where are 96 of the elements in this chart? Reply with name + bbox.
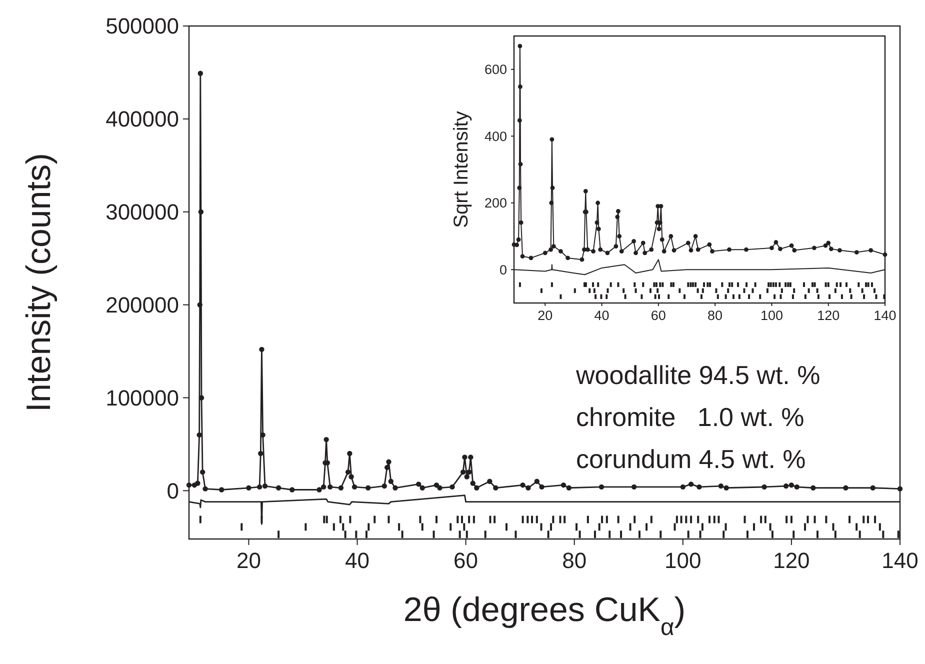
bar [774, 294, 776, 299]
bar [550, 282, 553, 287]
bar [694, 282, 697, 287]
bar [715, 288, 718, 293]
bar [683, 294, 686, 299]
bar [828, 294, 830, 299]
bar [690, 282, 692, 287]
bar [812, 282, 814, 287]
bar [743, 288, 746, 293]
bar [738, 294, 740, 299]
bar [642, 282, 644, 287]
bar [659, 282, 662, 287]
bar [721, 282, 724, 287]
annotation: woodallite 94.5 wt. % [575, 360, 820, 390]
bar [724, 294, 727, 299]
bar [574, 288, 576, 293]
bar [692, 282, 694, 287]
x-tick-label: 40 [594, 308, 610, 324]
bar [518, 282, 521, 287]
bar [672, 282, 674, 287]
bar [840, 294, 843, 299]
x-tick-label: 100 [664, 548, 702, 574]
y-tick-label: 0 [166, 478, 179, 504]
bar [622, 288, 625, 293]
bar [778, 282, 781, 287]
bar [696, 288, 699, 293]
bar [774, 282, 777, 287]
x-tick-label: 60 [454, 548, 478, 574]
bar [808, 288, 810, 293]
bar [668, 294, 670, 299]
bar [865, 282, 868, 287]
bar [748, 294, 750, 299]
bar [617, 282, 620, 287]
bar [737, 282, 740, 287]
bar [746, 282, 748, 287]
bar [787, 282, 790, 287]
y-tick-label: 300000 [106, 200, 179, 225]
bar [814, 282, 816, 287]
bar [824, 282, 827, 287]
y-tick-label: 0 [499, 262, 507, 278]
y-tick-label: 200 [484, 196, 507, 211]
y-tick-label: 600 [484, 62, 507, 78]
x-tick-label: 60 [650, 308, 666, 324]
y-tick-label: 500000 [106, 14, 179, 39]
bar [784, 282, 787, 287]
bar [670, 282, 672, 287]
x-tick-label: 40 [345, 548, 370, 574]
x-tick-label: 20 [538, 308, 553, 324]
bar [845, 282, 848, 287]
bar [716, 294, 719, 299]
y-axis-title: Sqrt Intensity [450, 111, 473, 228]
bar [662, 282, 664, 287]
bar [624, 294, 626, 299]
bar [706, 282, 709, 287]
bar [752, 288, 754, 293]
bar [650, 288, 652, 293]
bar [858, 282, 860, 287]
annotation: corundum 4.5 wt. % [576, 444, 806, 474]
bar [654, 294, 656, 299]
bar [610, 282, 612, 287]
bar [804, 294, 806, 299]
bar [597, 282, 600, 287]
y-tick-label: 200000 [106, 292, 179, 318]
x-tick-label: 140 [882, 548, 918, 574]
x-axis-title: 2θ (degrees CuK$_{α}$) [403, 590, 686, 640]
x-tick-label: 80 [562, 548, 587, 574]
x-tick-label: 140 [874, 308, 896, 324]
bar [687, 282, 690, 287]
bar [870, 282, 873, 287]
bar [731, 282, 734, 287]
bar [640, 294, 643, 299]
bar [759, 294, 762, 299]
bar [540, 288, 542, 293]
annotation: chromite 1.0 wt. % [576, 402, 804, 432]
bar [732, 294, 734, 299]
y-tick-label: 400 [484, 128, 507, 144]
bar [772, 282, 774, 287]
bar [600, 294, 602, 299]
bar [840, 282, 842, 287]
y-tick-label: 100000 [106, 385, 179, 410]
x-tick-label: 80 [708, 308, 723, 324]
x-tick-label: 20 [236, 548, 261, 574]
bar [803, 282, 806, 287]
bar [588, 288, 591, 293]
bar [708, 282, 711, 287]
x-tick-label: 100 [760, 308, 783, 324]
x-tick-label: 120 [817, 308, 840, 324]
bar [560, 294, 562, 299]
bar [827, 282, 830, 287]
x-tick-label: 120 [773, 548, 810, 574]
bar [867, 282, 870, 287]
bar [789, 282, 792, 287]
bar [678, 288, 681, 293]
y-tick-label: 400000 [106, 106, 179, 132]
bar [754, 282, 756, 287]
y-axis-title: Intensity (counts) [20, 153, 58, 412]
